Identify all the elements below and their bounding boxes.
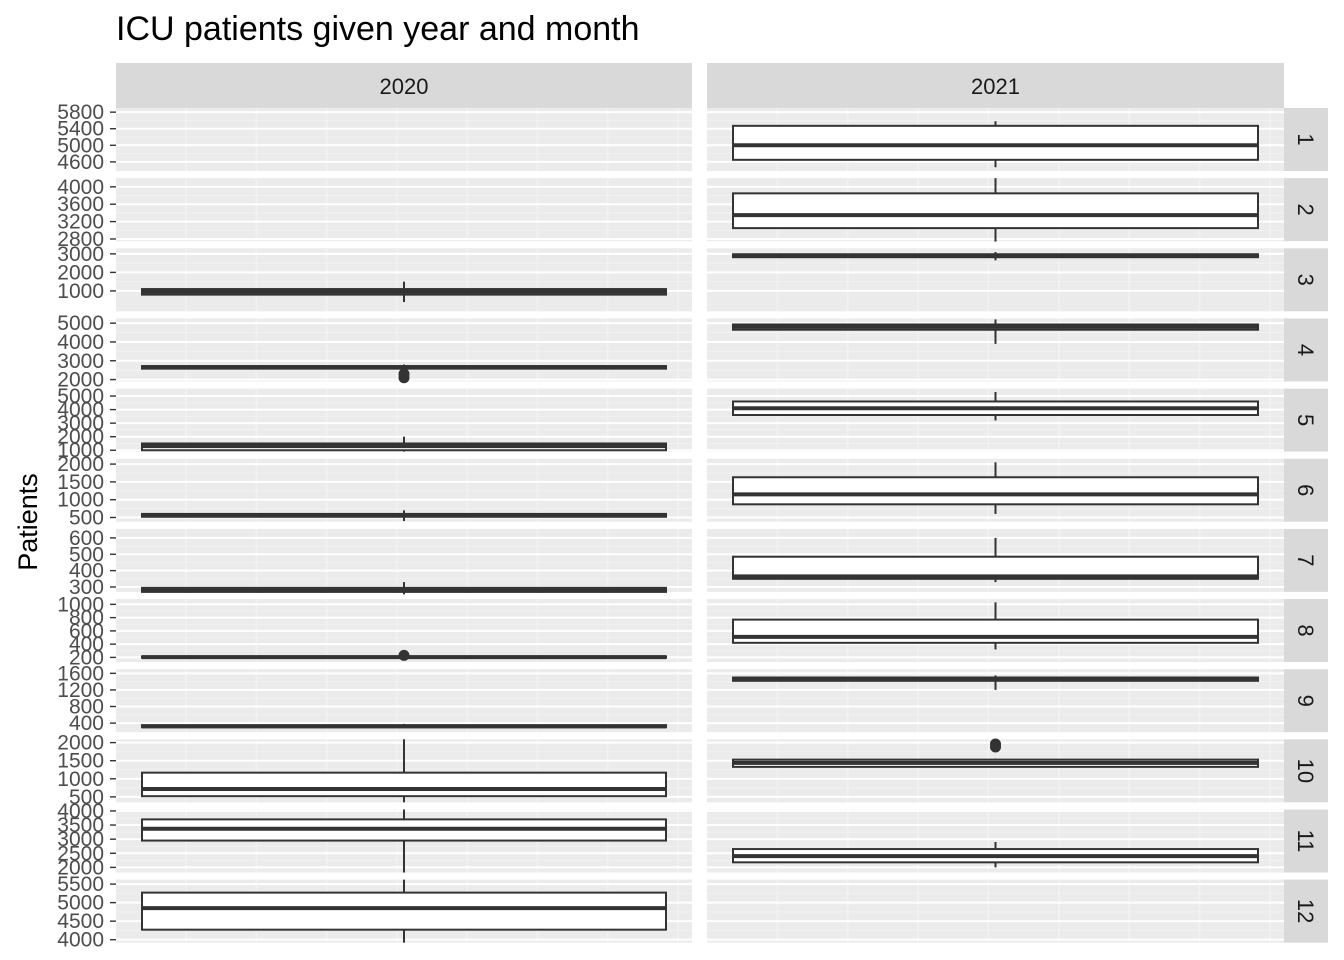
y-tick-label-m8-1000: 1000: [57, 593, 104, 616]
y-tick-label-m11-3000: 3000: [57, 828, 104, 851]
row-strip-12: [1284, 879, 1328, 943]
row-strip-label-4: 4: [1293, 344, 1318, 356]
y-tick-label-m1-4600: 4600: [57, 151, 104, 174]
y-tick-label-m3-2000: 2000: [57, 261, 104, 284]
y-tick-label-m9-400: 400: [69, 712, 104, 735]
y-tick-label-m5-2000: 2000: [57, 426, 104, 449]
facet-strip-2021: [707, 63, 1284, 108]
box-2020-m10: [141, 771, 667, 798]
y-tick-label-m8-400: 400: [69, 633, 104, 656]
y-tick-label-m9-1600: 1600: [57, 662, 104, 685]
y-tick-label-m11-2000: 2000: [57, 856, 104, 879]
row-strip-8: [1284, 599, 1328, 663]
y-tick-label-m3-1000: 1000: [57, 280, 104, 303]
row-strip-2: [1284, 178, 1328, 242]
facet-strip-label-2021: 2021: [971, 74, 1020, 99]
row-strip-label-2: 2: [1293, 204, 1318, 216]
box-2020-m12: [141, 891, 667, 931]
panel-2021-m12: [707, 879, 1284, 943]
y-tick-label-m6-1500: 1500: [57, 471, 104, 494]
row-strip-label-12: 12: [1293, 899, 1318, 923]
y-tick-label-m11-2500: 2500: [57, 842, 104, 865]
y-tick-label-m11-4000: 4000: [57, 800, 104, 823]
y-tick-label-m7-400: 400: [69, 560, 104, 583]
row-strip-label-3: 3: [1293, 274, 1318, 286]
y-tick-label-m8-200: 200: [69, 646, 104, 669]
y-tick-label-m4-3000: 3000: [57, 350, 104, 373]
y-tick-label-m2-3200: 3200: [57, 211, 104, 234]
chart-title: ICU patients given year and month: [116, 10, 640, 48]
outlier-2020-m8-0: [398, 649, 410, 661]
outlier-2020-m4-1: [398, 372, 410, 384]
y-tick-label-m1-5000: 5000: [57, 134, 104, 157]
panel-2020-m9: [116, 669, 692, 733]
y-tick-label-m12-4000: 4000: [57, 929, 104, 952]
row-strip-10: [1284, 739, 1328, 803]
panel-2020-m7: [116, 528, 692, 592]
y-tick-label-m6-1000: 1000: [57, 489, 104, 512]
y-tick-label-m4-5000: 5000: [57, 312, 104, 335]
row-strip-6: [1284, 458, 1328, 522]
row-strip-label-6: 6: [1293, 484, 1318, 496]
row-strip-label-7: 7: [1293, 554, 1318, 566]
row-strip-9: [1284, 669, 1328, 733]
y-tick-label-m2-4000: 4000: [57, 176, 104, 199]
y-tick-label-m11-3500: 3500: [57, 814, 104, 837]
y-tick-label-m12-5500: 5500: [57, 873, 104, 896]
box-2021-m7: [732, 555, 1259, 580]
y-tick-label-m8-800: 800: [69, 607, 104, 630]
y-tick-label-m5-1000: 1000: [57, 439, 104, 462]
y-tick-label-m7-300: 300: [69, 576, 104, 599]
y-tick-label-m3-3000: 3000: [57, 243, 104, 266]
outlier-2021-m10-1: [990, 741, 1001, 753]
y-tick-label-m12-5000: 5000: [57, 892, 104, 915]
row-strip-7: [1284, 528, 1328, 592]
y-tick-label-m8-600: 600: [69, 620, 104, 643]
y-tick-label-m9-800: 800: [69, 696, 104, 719]
row-strip-5: [1284, 388, 1328, 452]
y-tick-label-m4-4000: 4000: [57, 331, 104, 354]
y-axis-title: Patients: [13, 473, 43, 571]
y-tick-label-m2-3600: 3600: [57, 193, 104, 216]
y-tick-label-m5-5000: 5000: [57, 385, 104, 408]
row-strip-1: [1284, 108, 1328, 171]
y-tick-label-m9-1200: 1200: [57, 679, 104, 702]
facet-strip-2020: [116, 63, 692, 108]
y-tick-label-m6-500: 500: [69, 506, 104, 529]
y-tick-label-m6-2000: 2000: [57, 453, 104, 476]
row-strip-3: [1284, 248, 1328, 312]
y-tick-label-m7-500: 500: [69, 543, 104, 566]
row-strip-4: [1284, 318, 1328, 382]
row-strip-label-11: 11: [1293, 830, 1318, 853]
y-tick-label-m1-5800: 5800: [57, 101, 104, 124]
box-2021-m6: [732, 476, 1259, 506]
box-2021-m1: [732, 124, 1259, 161]
y-tick-label-m7-600: 600: [69, 527, 104, 550]
row-strip-label-8: 8: [1293, 624, 1318, 636]
y-tick-label-m2-2800: 2800: [57, 228, 104, 251]
y-tick-label-m5-4000: 4000: [57, 399, 104, 422]
row-strip-label-10: 10: [1293, 759, 1318, 783]
y-tick-label-m10-1500: 1500: [57, 750, 104, 773]
row-strip-11: [1284, 809, 1328, 873]
y-tick-label-m12-4500: 4500: [57, 910, 104, 933]
row-strip-label-5: 5: [1293, 414, 1318, 426]
y-tick-label-m10-1000: 1000: [57, 768, 104, 791]
panel-2020-m1: [116, 108, 692, 171]
y-tick-label-m4-2000: 2000: [57, 369, 104, 392]
row-strip-label-9: 9: [1293, 695, 1318, 707]
box-2021-m2: [732, 192, 1259, 230]
y-tick-label-m10-2000: 2000: [57, 732, 104, 755]
y-tick-label-m1-5400: 5400: [57, 118, 104, 141]
plot-area: 2020 202114600500054005800228003200360040…: [57, 63, 1328, 952]
box-2021-m8: [732, 618, 1259, 644]
y-tick-label-m10-500: 500: [69, 786, 104, 809]
row-strip-label-1: 1: [1293, 133, 1318, 145]
y-tick-label-m5-3000: 3000: [57, 412, 104, 435]
facet-strip-label-2020: 2020: [380, 74, 429, 99]
